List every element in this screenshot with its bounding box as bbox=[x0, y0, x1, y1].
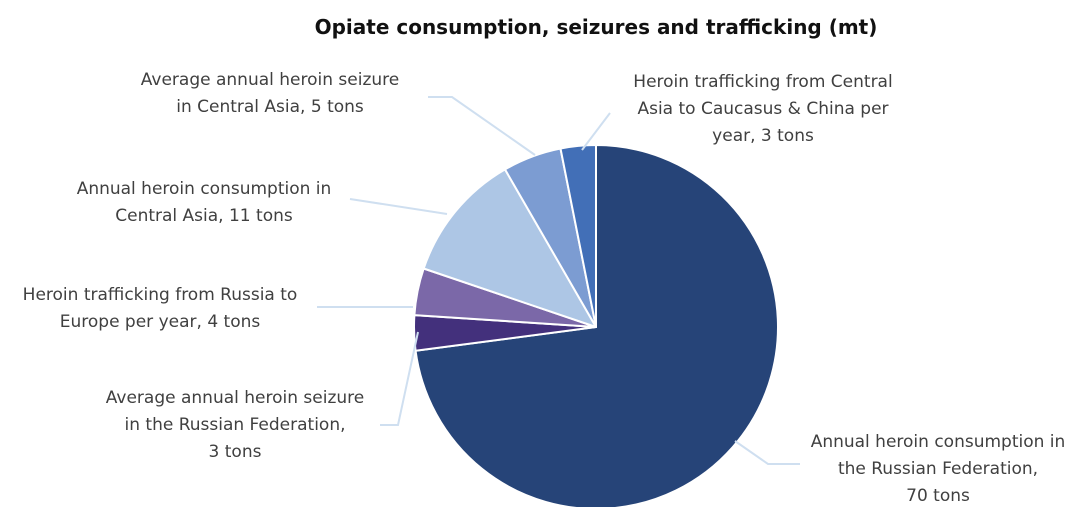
slice-label-line: Annual heroin consumption in bbox=[77, 179, 332, 199]
slice-label-line: Asia to Caucasus & China per bbox=[637, 99, 888, 119]
slice-label-line: Annual heroin consumption in bbox=[811, 432, 1066, 452]
leader-line-1 bbox=[380, 331, 419, 426]
slice-label-2: Heroin trafficking from Russia to Europe … bbox=[23, 285, 298, 332]
pie-slice-5 bbox=[559, 144, 597, 328]
slice-label-line: 70 tons bbox=[906, 486, 970, 506]
slice-label-3: Annual heroin consumption in Central Asia… bbox=[77, 179, 332, 226]
leader-line-4 bbox=[428, 96, 536, 156]
slice-label-5: Heroin trafficking from Central Asia to C… bbox=[633, 72, 892, 146]
slice-label-line: Heroin trafficking from Russia to bbox=[23, 285, 298, 305]
slice-label-line: the Russian Federation, bbox=[838, 459, 1038, 479]
slice-label-line: in the Russian Federation, bbox=[125, 415, 346, 435]
slice-label-line: Central Asia, 11 tons bbox=[115, 206, 293, 226]
chart-title: Opiate consumption, seizures and traffic… bbox=[315, 15, 878, 39]
slice-label-4: Average annual heroin seizure in Central … bbox=[141, 70, 399, 117]
slice-label-1: Average annual heroin seizure in the Russ… bbox=[106, 388, 364, 462]
pie-slices bbox=[413, 144, 779, 507]
slice-label-line: Average annual heroin seizure bbox=[106, 388, 364, 408]
leader-lines bbox=[317, 96, 800, 465]
slice-label-line: Heroin trafficking from Central bbox=[633, 72, 892, 92]
leader-line-3 bbox=[349, 198, 448, 215]
leader-line-5 bbox=[581, 112, 611, 151]
slice-label-0: Annual heroin consumption in the Russian … bbox=[811, 432, 1066, 506]
slice-label-line: Europe per year, 4 tons bbox=[60, 312, 261, 332]
slice-label-line: Average annual heroin seizure bbox=[141, 70, 399, 90]
slice-label-line: in Central Asia, 5 tons bbox=[176, 97, 364, 117]
slice-label-line: 3 tons bbox=[209, 442, 262, 462]
pie-slice-3 bbox=[422, 168, 597, 328]
slice-labels: Annual heroin consumption in the Russian … bbox=[23, 70, 1066, 506]
slice-label-line: year, 3 tons bbox=[712, 126, 814, 146]
leader-line-0 bbox=[734, 440, 800, 465]
